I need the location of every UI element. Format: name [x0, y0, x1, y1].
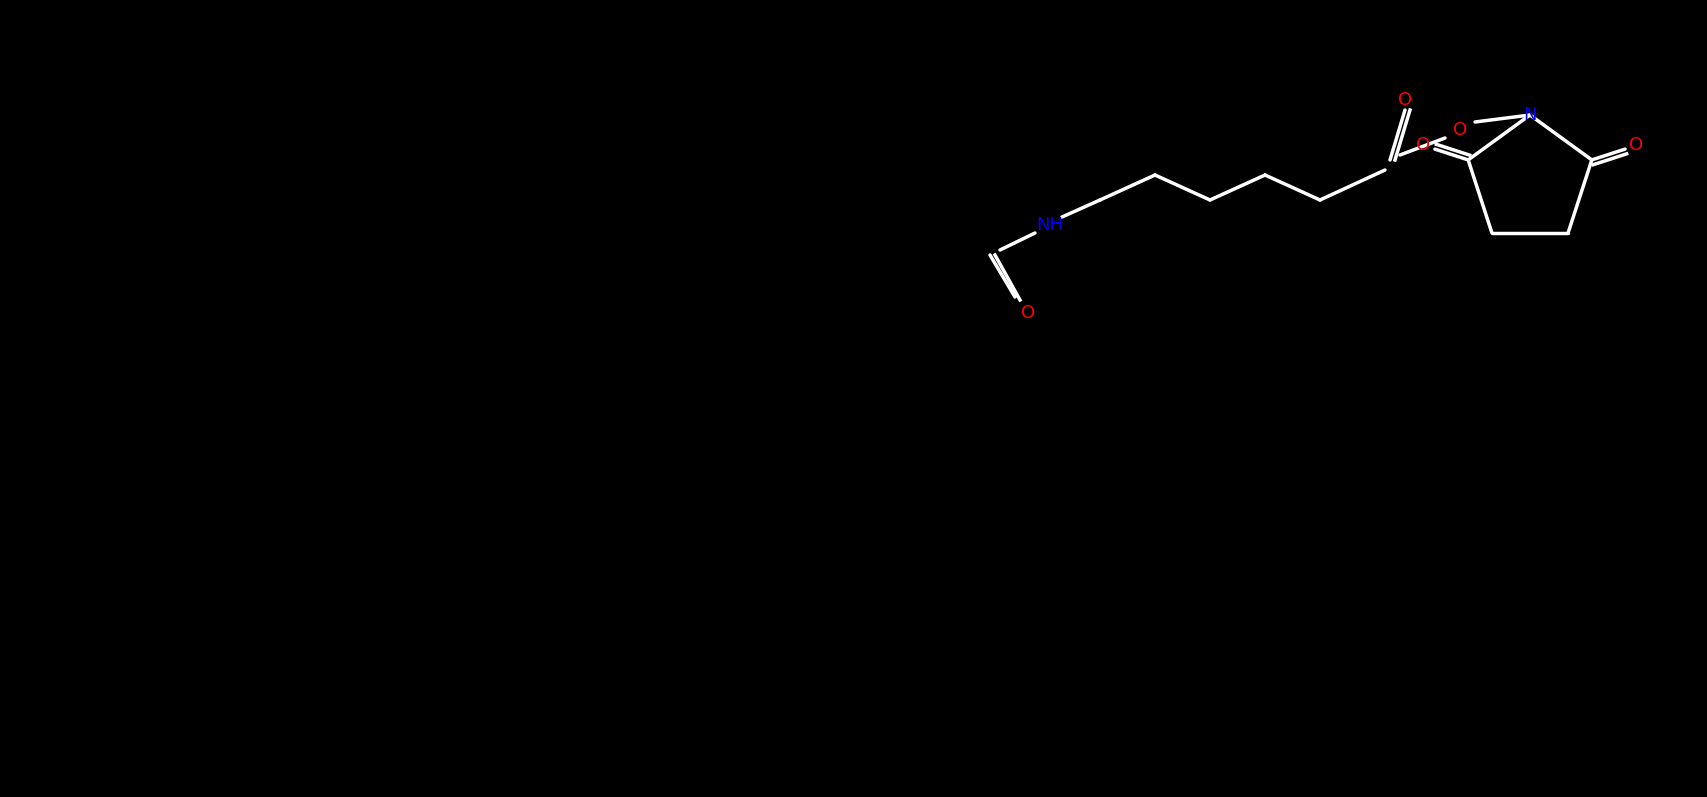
- Text: O: O: [1398, 91, 1412, 109]
- Text: O: O: [1417, 136, 1430, 155]
- Text: NH: NH: [1036, 216, 1063, 234]
- Text: O: O: [1630, 136, 1644, 155]
- Text: O: O: [1453, 121, 1466, 139]
- Text: O: O: [1021, 304, 1034, 322]
- Text: N: N: [1523, 106, 1536, 124]
